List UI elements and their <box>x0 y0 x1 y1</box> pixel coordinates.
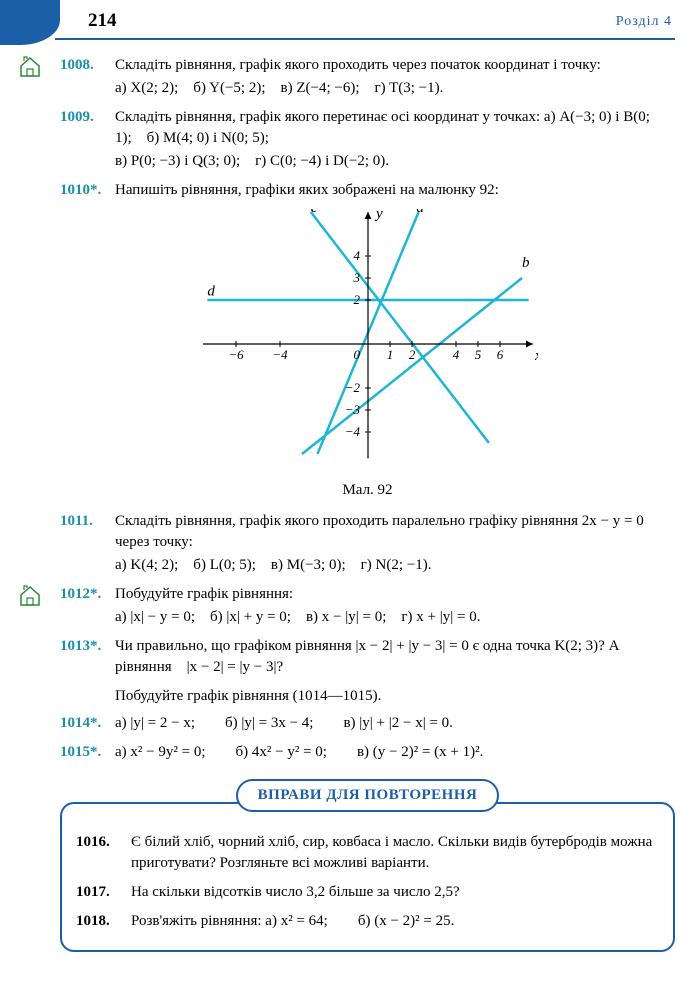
problem-body: Складіть рівняння, графік якого проходит… <box>115 57 601 73</box>
problem-body: На скільки відсотків число 3,2 більше за… <box>131 884 460 900</box>
problem-number: 1010*. <box>60 180 115 201</box>
coordinate-chart: −6−412456−4−3−22340xyabcd <box>198 209 538 469</box>
problem-number: 1009. <box>60 107 115 172</box>
problem-number: 1008. <box>60 55 115 99</box>
header-line <box>55 38 675 40</box>
page-number: 214 <box>88 8 117 35</box>
svg-text:4: 4 <box>452 347 459 362</box>
problem-number: 1012*. <box>60 584 115 628</box>
svg-text:−2: −2 <box>344 380 360 395</box>
problem-sub: а) |x| − y = 0; б) |x| + y = 0; в) x − |… <box>115 607 675 628</box>
problem-1016: 1016. Є білий хліб, чорний хліб, сир, ко… <box>76 832 659 874</box>
problem-1014: 1014*. а) |y| = 2 − x; б) |y| = 3x − 4; … <box>60 713 675 734</box>
problem-1008: 1008. Складіть рівняння, графік якого пр… <box>60 55 675 99</box>
problem-sub: а) X(2; 2); б) Y(−5; 2); в) Z(−4; −6); г… <box>115 78 675 99</box>
problem-text: На скільки відсотків число 3,2 більше за… <box>131 882 659 903</box>
problem-1017: 1017. На скільки відсотків число 3,2 біл… <box>76 882 659 903</box>
svg-text:3: 3 <box>352 270 360 285</box>
svg-text:d: d <box>207 284 215 300</box>
problem-body: а) |y| = 2 − x; б) |y| = 3x − 4; в) |y| … <box>115 715 453 731</box>
svg-text:b: b <box>522 255 530 271</box>
repeat-box: 1016. Є білий хліб, чорний хліб, сир, ко… <box>60 802 675 952</box>
problem-text: Напишіть рівняння, графіки яких зображен… <box>115 180 675 201</box>
problem-text: Розв'яжіть рівняння: а) x² = 64; б) (x −… <box>131 911 659 932</box>
problem-1011: 1011. Складіть рівняння, графік якого пр… <box>60 511 675 576</box>
house-icon <box>18 55 42 79</box>
problem-sub: а) K(4; 2); б) L(0; 5); в) M(−3; 0); г) … <box>115 555 675 576</box>
problem-number: 1016. <box>76 832 131 874</box>
svg-text:4: 4 <box>353 248 360 263</box>
problem-body: Напишіть рівняння, графіки яких зображен… <box>115 182 499 198</box>
problem-1010: 1010*. Напишіть рівняння, графіки яких з… <box>60 180 675 201</box>
content-area: 1008. Складіть рівняння, графік якого пр… <box>60 55 675 952</box>
svg-text:−4: −4 <box>272 347 288 362</box>
section-label: Розділ 4 <box>616 12 672 32</box>
problem-body: Побудуйте графік рівняння: <box>115 586 293 602</box>
svg-text:2: 2 <box>408 347 415 362</box>
problem-body: Чи правильно, що графіком рівняння |x − … <box>115 638 619 675</box>
problem-text: Складіть рівняння, графік якого перетина… <box>115 107 675 172</box>
problem-body: Складіть рівняння, графік якого проходит… <box>115 513 644 550</box>
problem-text: Чи правильно, що графіком рівняння |x − … <box>115 636 675 678</box>
problem-text: Побудуйте графік рівняння: а) |x| − y = … <box>115 584 675 628</box>
svg-text:x: x <box>534 348 538 364</box>
intro-1014: Побудуйте графік рівняння (1014—1015). <box>115 686 675 707</box>
svg-text:0: 0 <box>353 347 360 362</box>
problem-number: 1018. <box>76 911 131 932</box>
svg-text:c: c <box>310 209 317 216</box>
problem-text: а) x² − 9y² = 0; б) 4x² − y² = 0; в) (y … <box>115 742 675 763</box>
problem-number: 1014*. <box>60 713 115 734</box>
problem-number: 1011. <box>60 511 115 576</box>
problem-1015: 1015*. а) x² − 9y² = 0; б) 4x² − y² = 0;… <box>60 742 675 763</box>
problem-1018: 1018. Розв'яжіть рівняння: а) x² = 64; б… <box>76 911 659 932</box>
problem-1012: 1012*. Побудуйте графік рівняння: а) |x|… <box>60 584 675 628</box>
problem-number: 1015*. <box>60 742 115 763</box>
problem-number: 1013*. <box>60 636 115 678</box>
svg-text:−6: −6 <box>228 347 244 362</box>
chart-caption: Мал. 92 <box>60 480 675 501</box>
problem-text: Складіть рівняння, графік якого проходит… <box>115 55 675 99</box>
svg-text:−4: −4 <box>344 424 360 439</box>
problem-number: 1017. <box>76 882 131 903</box>
svg-text:y: y <box>374 209 383 222</box>
problem-text: Складіть рівняння, графік якого проходит… <box>115 511 675 576</box>
header-decoration <box>0 0 60 45</box>
problem-text: а) |y| = 2 − x; б) |y| = 3x − 4; в) |y| … <box>115 713 675 734</box>
problem-1013: 1013*. Чи правильно, що графіком рівнянн… <box>60 636 675 678</box>
problem-sub: в) P(0; −3) і Q(3; 0); г) C(0; −4) і D(−… <box>115 151 675 172</box>
problem-body: Є білий хліб, чорний хліб, сир, ковбаса … <box>131 834 652 871</box>
svg-text:1: 1 <box>386 347 393 362</box>
page: 214 Розділ 4 1008. Складіть рівняння, гр… <box>0 0 700 991</box>
problem-text: Є білий хліб, чорний хліб, сир, ковбаса … <box>131 832 659 874</box>
svg-text:5: 5 <box>474 347 481 362</box>
svg-text:a: a <box>416 209 424 216</box>
problem-body: Складіть рівняння, графік якого перетина… <box>115 109 650 146</box>
svg-text:2: 2 <box>353 292 360 307</box>
repeat-header-pill: ВПРАВИ ДЛЯ ПОВТОРЕННЯ <box>236 779 500 812</box>
svg-text:−3: −3 <box>344 402 360 417</box>
chart-figure: −6−412456−4−3−22340xyabcd <box>60 209 675 476</box>
problem-body: а) x² − 9y² = 0; б) 4x² − y² = 0; в) (y … <box>115 744 483 760</box>
svg-text:6: 6 <box>496 347 503 362</box>
problem-body: Розв'яжіть рівняння: а) x² = 64; б) (x −… <box>131 913 454 929</box>
house-icon <box>18 584 42 608</box>
problem-1009: 1009. Складіть рівняння, графік якого пе… <box>60 107 675 172</box>
